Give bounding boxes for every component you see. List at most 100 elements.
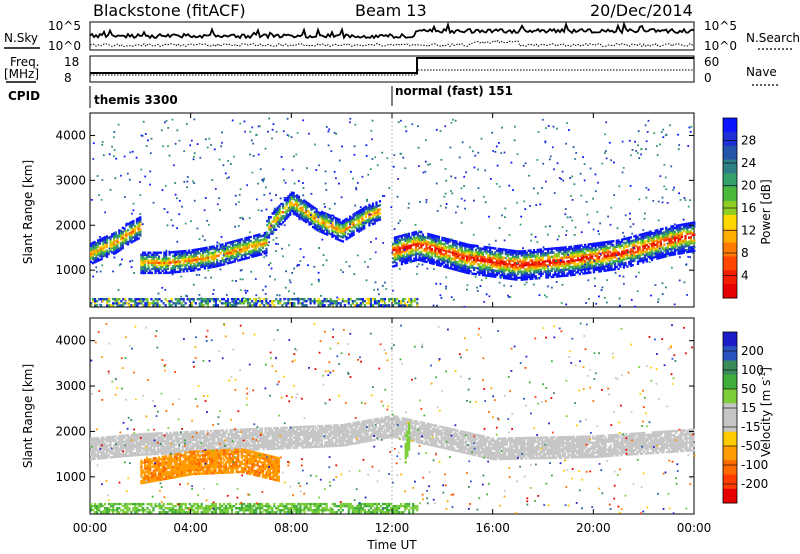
power-cell — [306, 218, 309, 221]
velocity-cell — [97, 449, 100, 452]
power-speck — [328, 128, 331, 131]
power-cell — [596, 248, 599, 251]
power-cell — [464, 263, 467, 266]
power-cell — [444, 255, 448, 259]
power-cell — [108, 304, 111, 307]
power-cell — [448, 256, 451, 260]
power-cell — [158, 304, 161, 307]
power-cell — [373, 218, 376, 221]
power-cell — [184, 251, 187, 255]
power-cell — [145, 269, 148, 273]
power-cell — [278, 206, 281, 210]
power-cell — [490, 271, 493, 274]
power-cell — [432, 250, 435, 253]
power-cell — [414, 249, 418, 252]
power-cell — [271, 224, 274, 227]
power-cell — [90, 242, 93, 245]
power-cell — [404, 233, 407, 236]
power-cell — [267, 236, 271, 239]
power-cell — [557, 255, 560, 258]
power-speck — [404, 125, 407, 128]
power-cell — [466, 251, 469, 254]
power-cell — [312, 221, 315, 225]
power-cell — [96, 300, 99, 303]
power-cell — [260, 249, 263, 252]
power-cell — [275, 214, 278, 217]
power-cell — [638, 241, 641, 245]
power-cell — [499, 266, 502, 269]
power-speck — [210, 144, 212, 146]
power-cell — [368, 209, 371, 213]
power-speck — [205, 261, 207, 264]
power-cell — [239, 248, 242, 252]
power-speck — [193, 199, 196, 202]
power-cell — [217, 264, 220, 267]
power-cell — [436, 235, 439, 238]
power-cell — [163, 253, 166, 256]
power-cell — [612, 244, 615, 247]
power-cell — [571, 269, 574, 273]
power-cell — [357, 230, 360, 233]
power-speck — [242, 297, 245, 299]
power-speck — [571, 199, 574, 201]
power-cell — [341, 232, 345, 235]
power-cell — [624, 251, 627, 255]
power-cell — [251, 300, 254, 303]
power-cell — [263, 252, 266, 255]
power-speck — [272, 231, 275, 234]
power-cell — [263, 238, 266, 241]
power-cell — [395, 238, 398, 241]
power-cell — [282, 215, 285, 218]
power-cell — [649, 243, 652, 246]
power-cell — [594, 266, 597, 269]
power-cell — [522, 266, 525, 269]
power-cell — [668, 231, 671, 235]
power-cell — [614, 268, 617, 271]
power-speck — [164, 289, 167, 291]
power-cell — [178, 300, 181, 303]
power-cell — [649, 251, 652, 254]
power-cell — [594, 242, 597, 245]
power-cell — [269, 304, 272, 307]
power-cell — [601, 243, 604, 246]
power-speck — [258, 125, 261, 128]
power-cell — [522, 252, 525, 255]
power-cell — [150, 263, 154, 267]
power-cell — [114, 233, 117, 236]
power-cell — [439, 252, 442, 255]
power-cell — [312, 219, 315, 223]
power-speck — [644, 212, 646, 215]
power-cell — [406, 255, 409, 258]
power-speck — [599, 222, 602, 225]
power-cell — [172, 255, 175, 258]
power-cell — [666, 236, 669, 239]
power-cell — [427, 236, 430, 240]
power-cell — [536, 271, 539, 274]
power-cell — [365, 298, 368, 301]
power-cell — [520, 278, 523, 281]
power-cell — [202, 249, 205, 252]
power-cell — [182, 264, 185, 267]
power-cell — [499, 248, 502, 251]
power-cell — [217, 250, 220, 253]
power-cell — [200, 253, 203, 257]
power-cell — [427, 243, 430, 246]
power-speck — [476, 286, 478, 289]
power-speck — [382, 242, 385, 244]
power-cell — [204, 298, 207, 301]
power-cell — [460, 249, 463, 253]
power-speck — [322, 254, 325, 256]
velocity-cell — [121, 444, 124, 448]
power-speck — [582, 156, 584, 158]
power-speck — [642, 229, 645, 231]
power-speck — [661, 293, 664, 295]
power-cell — [196, 258, 199, 261]
power-cell — [214, 257, 217, 260]
power-cell — [423, 258, 426, 261]
power-cell — [564, 252, 567, 255]
power-speck — [111, 145, 113, 148]
power-cell — [325, 300, 328, 303]
power-cell — [253, 255, 256, 258]
power-cell — [118, 231, 121, 234]
power-speck — [175, 254, 177, 256]
